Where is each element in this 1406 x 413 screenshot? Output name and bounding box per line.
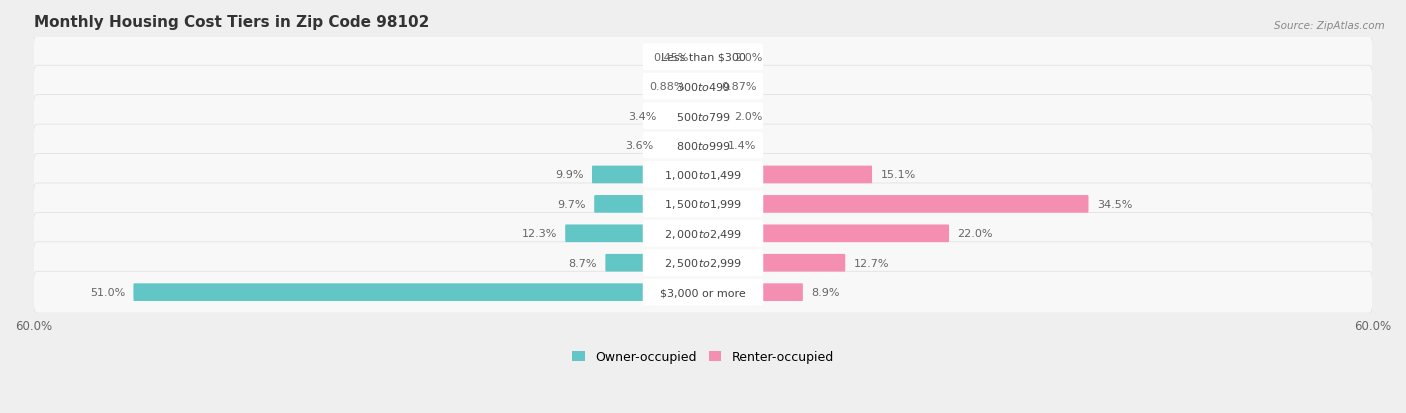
FancyBboxPatch shape	[703, 166, 872, 184]
Text: $3,000 or more: $3,000 or more	[661, 287, 745, 297]
Text: Source: ZipAtlas.com: Source: ZipAtlas.com	[1274, 21, 1385, 31]
Text: 2.0%: 2.0%	[734, 52, 762, 63]
FancyBboxPatch shape	[134, 284, 703, 301]
FancyBboxPatch shape	[662, 137, 703, 154]
FancyBboxPatch shape	[643, 161, 763, 188]
Text: $800 to $999: $800 to $999	[675, 140, 731, 152]
FancyBboxPatch shape	[565, 225, 703, 242]
FancyBboxPatch shape	[606, 254, 703, 272]
Text: 0.87%: 0.87%	[721, 82, 758, 92]
FancyBboxPatch shape	[703, 225, 949, 242]
FancyBboxPatch shape	[643, 132, 763, 159]
Text: $500 to $799: $500 to $799	[675, 110, 731, 122]
Text: 0.88%: 0.88%	[648, 82, 685, 92]
Text: 12.3%: 12.3%	[522, 229, 557, 239]
FancyBboxPatch shape	[697, 49, 703, 66]
FancyBboxPatch shape	[643, 103, 763, 130]
FancyBboxPatch shape	[703, 78, 713, 96]
Text: Less than $300: Less than $300	[661, 52, 745, 63]
Text: 9.9%: 9.9%	[555, 170, 583, 180]
Text: 2.0%: 2.0%	[734, 112, 762, 121]
Text: 8.9%: 8.9%	[811, 287, 839, 297]
Text: $300 to $499: $300 to $499	[675, 81, 731, 93]
FancyBboxPatch shape	[34, 183, 1372, 225]
FancyBboxPatch shape	[595, 196, 703, 213]
FancyBboxPatch shape	[643, 279, 763, 306]
Text: 0.45%: 0.45%	[654, 52, 689, 63]
FancyBboxPatch shape	[703, 254, 845, 272]
FancyBboxPatch shape	[703, 137, 720, 154]
Text: 3.6%: 3.6%	[626, 141, 654, 151]
FancyBboxPatch shape	[643, 221, 763, 247]
Text: 1.4%: 1.4%	[727, 141, 756, 151]
FancyBboxPatch shape	[34, 95, 1372, 137]
Text: 3.4%: 3.4%	[627, 112, 657, 121]
FancyBboxPatch shape	[643, 44, 763, 71]
FancyBboxPatch shape	[703, 49, 725, 66]
FancyBboxPatch shape	[703, 284, 803, 301]
Text: $2,000 to $2,499: $2,000 to $2,499	[664, 227, 742, 240]
FancyBboxPatch shape	[703, 196, 1088, 213]
FancyBboxPatch shape	[34, 213, 1372, 255]
FancyBboxPatch shape	[643, 74, 763, 100]
Text: 34.5%: 34.5%	[1097, 199, 1132, 209]
Text: 9.7%: 9.7%	[557, 199, 586, 209]
FancyBboxPatch shape	[34, 272, 1372, 313]
Legend: Owner-occupied, Renter-occupied: Owner-occupied, Renter-occupied	[568, 345, 838, 368]
Text: $1,500 to $1,999: $1,500 to $1,999	[664, 198, 742, 211]
Text: 22.0%: 22.0%	[957, 229, 993, 239]
Text: $1,000 to $1,499: $1,000 to $1,499	[664, 169, 742, 181]
FancyBboxPatch shape	[592, 166, 703, 184]
Text: 15.1%: 15.1%	[880, 170, 915, 180]
Text: $2,500 to $2,999: $2,500 to $2,999	[664, 256, 742, 270]
FancyBboxPatch shape	[34, 66, 1372, 108]
FancyBboxPatch shape	[643, 191, 763, 218]
Text: 8.7%: 8.7%	[568, 258, 598, 268]
FancyBboxPatch shape	[34, 125, 1372, 166]
FancyBboxPatch shape	[643, 250, 763, 276]
FancyBboxPatch shape	[693, 78, 703, 96]
FancyBboxPatch shape	[34, 154, 1372, 196]
Text: 51.0%: 51.0%	[90, 287, 125, 297]
Text: 12.7%: 12.7%	[853, 258, 889, 268]
FancyBboxPatch shape	[703, 107, 725, 125]
FancyBboxPatch shape	[34, 242, 1372, 284]
Text: Monthly Housing Cost Tiers in Zip Code 98102: Monthly Housing Cost Tiers in Zip Code 9…	[34, 15, 429, 30]
FancyBboxPatch shape	[34, 37, 1372, 78]
FancyBboxPatch shape	[665, 107, 703, 125]
